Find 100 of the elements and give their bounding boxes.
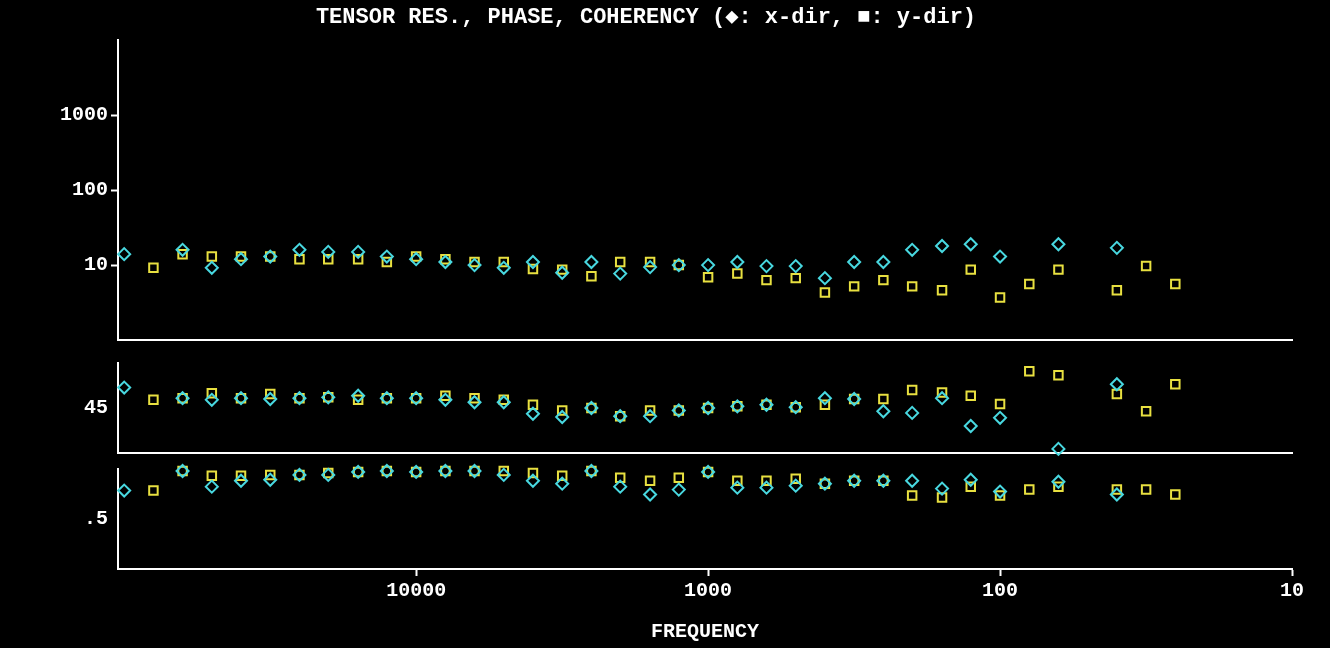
point: [1051, 237, 1066, 252]
point: [525, 255, 540, 269]
point: [790, 272, 801, 284]
point: [234, 252, 248, 267]
point: [204, 479, 219, 494]
point: [469, 256, 480, 268]
point: [788, 259, 803, 274]
point: [644, 256, 656, 268]
point: [936, 492, 948, 503]
point: [671, 482, 686, 497]
point: [614, 472, 626, 484]
point: [759, 480, 774, 495]
point: [527, 263, 539, 275]
point: [644, 405, 656, 416]
point: [586, 271, 597, 282]
x-tick-label: 10: [1279, 579, 1305, 603]
point: [1170, 278, 1181, 290]
point: [817, 271, 832, 286]
point: [117, 483, 132, 498]
point: [702, 271, 714, 283]
point: [204, 260, 219, 275]
point: [204, 392, 219, 407]
point: [993, 249, 1008, 264]
point: [935, 238, 950, 253]
point: [206, 251, 218, 262]
point: [613, 479, 628, 494]
point: [963, 237, 978, 252]
point: [410, 251, 422, 262]
point: [175, 242, 190, 257]
x-axis-title: FREQUENCY: [650, 620, 760, 644]
point: [878, 274, 889, 286]
point: [761, 274, 772, 286]
point: [438, 255, 453, 269]
point: [819, 287, 831, 298]
point: [993, 484, 1008, 499]
point: [1170, 379, 1181, 390]
point: [994, 292, 1006, 303]
point: [206, 388, 218, 399]
point: [438, 392, 453, 407]
point: [381, 256, 393, 268]
text: .5: [83, 507, 108, 531]
point: [525, 473, 540, 488]
point: [613, 266, 628, 281]
point: [555, 410, 570, 424]
point: [963, 472, 978, 487]
point: [498, 394, 510, 406]
point: [323, 253, 334, 265]
point: [730, 480, 745, 495]
point: [148, 485, 159, 496]
point: [819, 399, 831, 410]
point: [496, 395, 511, 410]
point: [701, 258, 716, 273]
point: [117, 247, 132, 262]
point: [788, 478, 803, 493]
point: [467, 258, 482, 273]
point: [148, 262, 159, 274]
point: [876, 404, 891, 419]
point: [1053, 264, 1064, 275]
point: [965, 390, 976, 401]
point: [1140, 406, 1152, 417]
point: [732, 475, 743, 487]
point: [321, 244, 336, 259]
point: [1109, 240, 1124, 255]
chart-title: TENSOR RES., PHASE, COHERENCY (◆: x-dir, ■: y-dir): [315, 4, 977, 30]
point: [906, 281, 918, 292]
point: [117, 380, 132, 395]
point: [906, 490, 918, 501]
point: [643, 260, 658, 275]
point: [732, 268, 743, 279]
point: [906, 384, 918, 396]
point: [935, 481, 950, 496]
point: [643, 409, 658, 424]
point: [235, 470, 247, 482]
x-tick-label: 1000: [684, 579, 733, 603]
point: [817, 391, 832, 406]
point: [643, 487, 658, 502]
point: [556, 264, 568, 275]
point: [1111, 484, 1123, 495]
point: [1111, 285, 1123, 296]
point: [206, 470, 218, 482]
point: [351, 244, 366, 259]
point: [234, 473, 248, 488]
point: [759, 259, 774, 274]
point: [994, 398, 1006, 410]
point: [1024, 484, 1035, 495]
point: [556, 470, 568, 482]
point: [848, 281, 860, 292]
point: [1109, 377, 1124, 392]
point: [555, 476, 570, 491]
point: [527, 399, 539, 410]
y-tick-label: 10: [83, 253, 108, 277]
point: [847, 255, 862, 269]
point: [409, 252, 424, 267]
point: [265, 469, 276, 481]
point: [936, 285, 948, 296]
point: [584, 255, 599, 269]
point: [876, 255, 891, 269]
point: [467, 395, 482, 410]
point: [790, 473, 801, 485]
point: [994, 490, 1006, 501]
